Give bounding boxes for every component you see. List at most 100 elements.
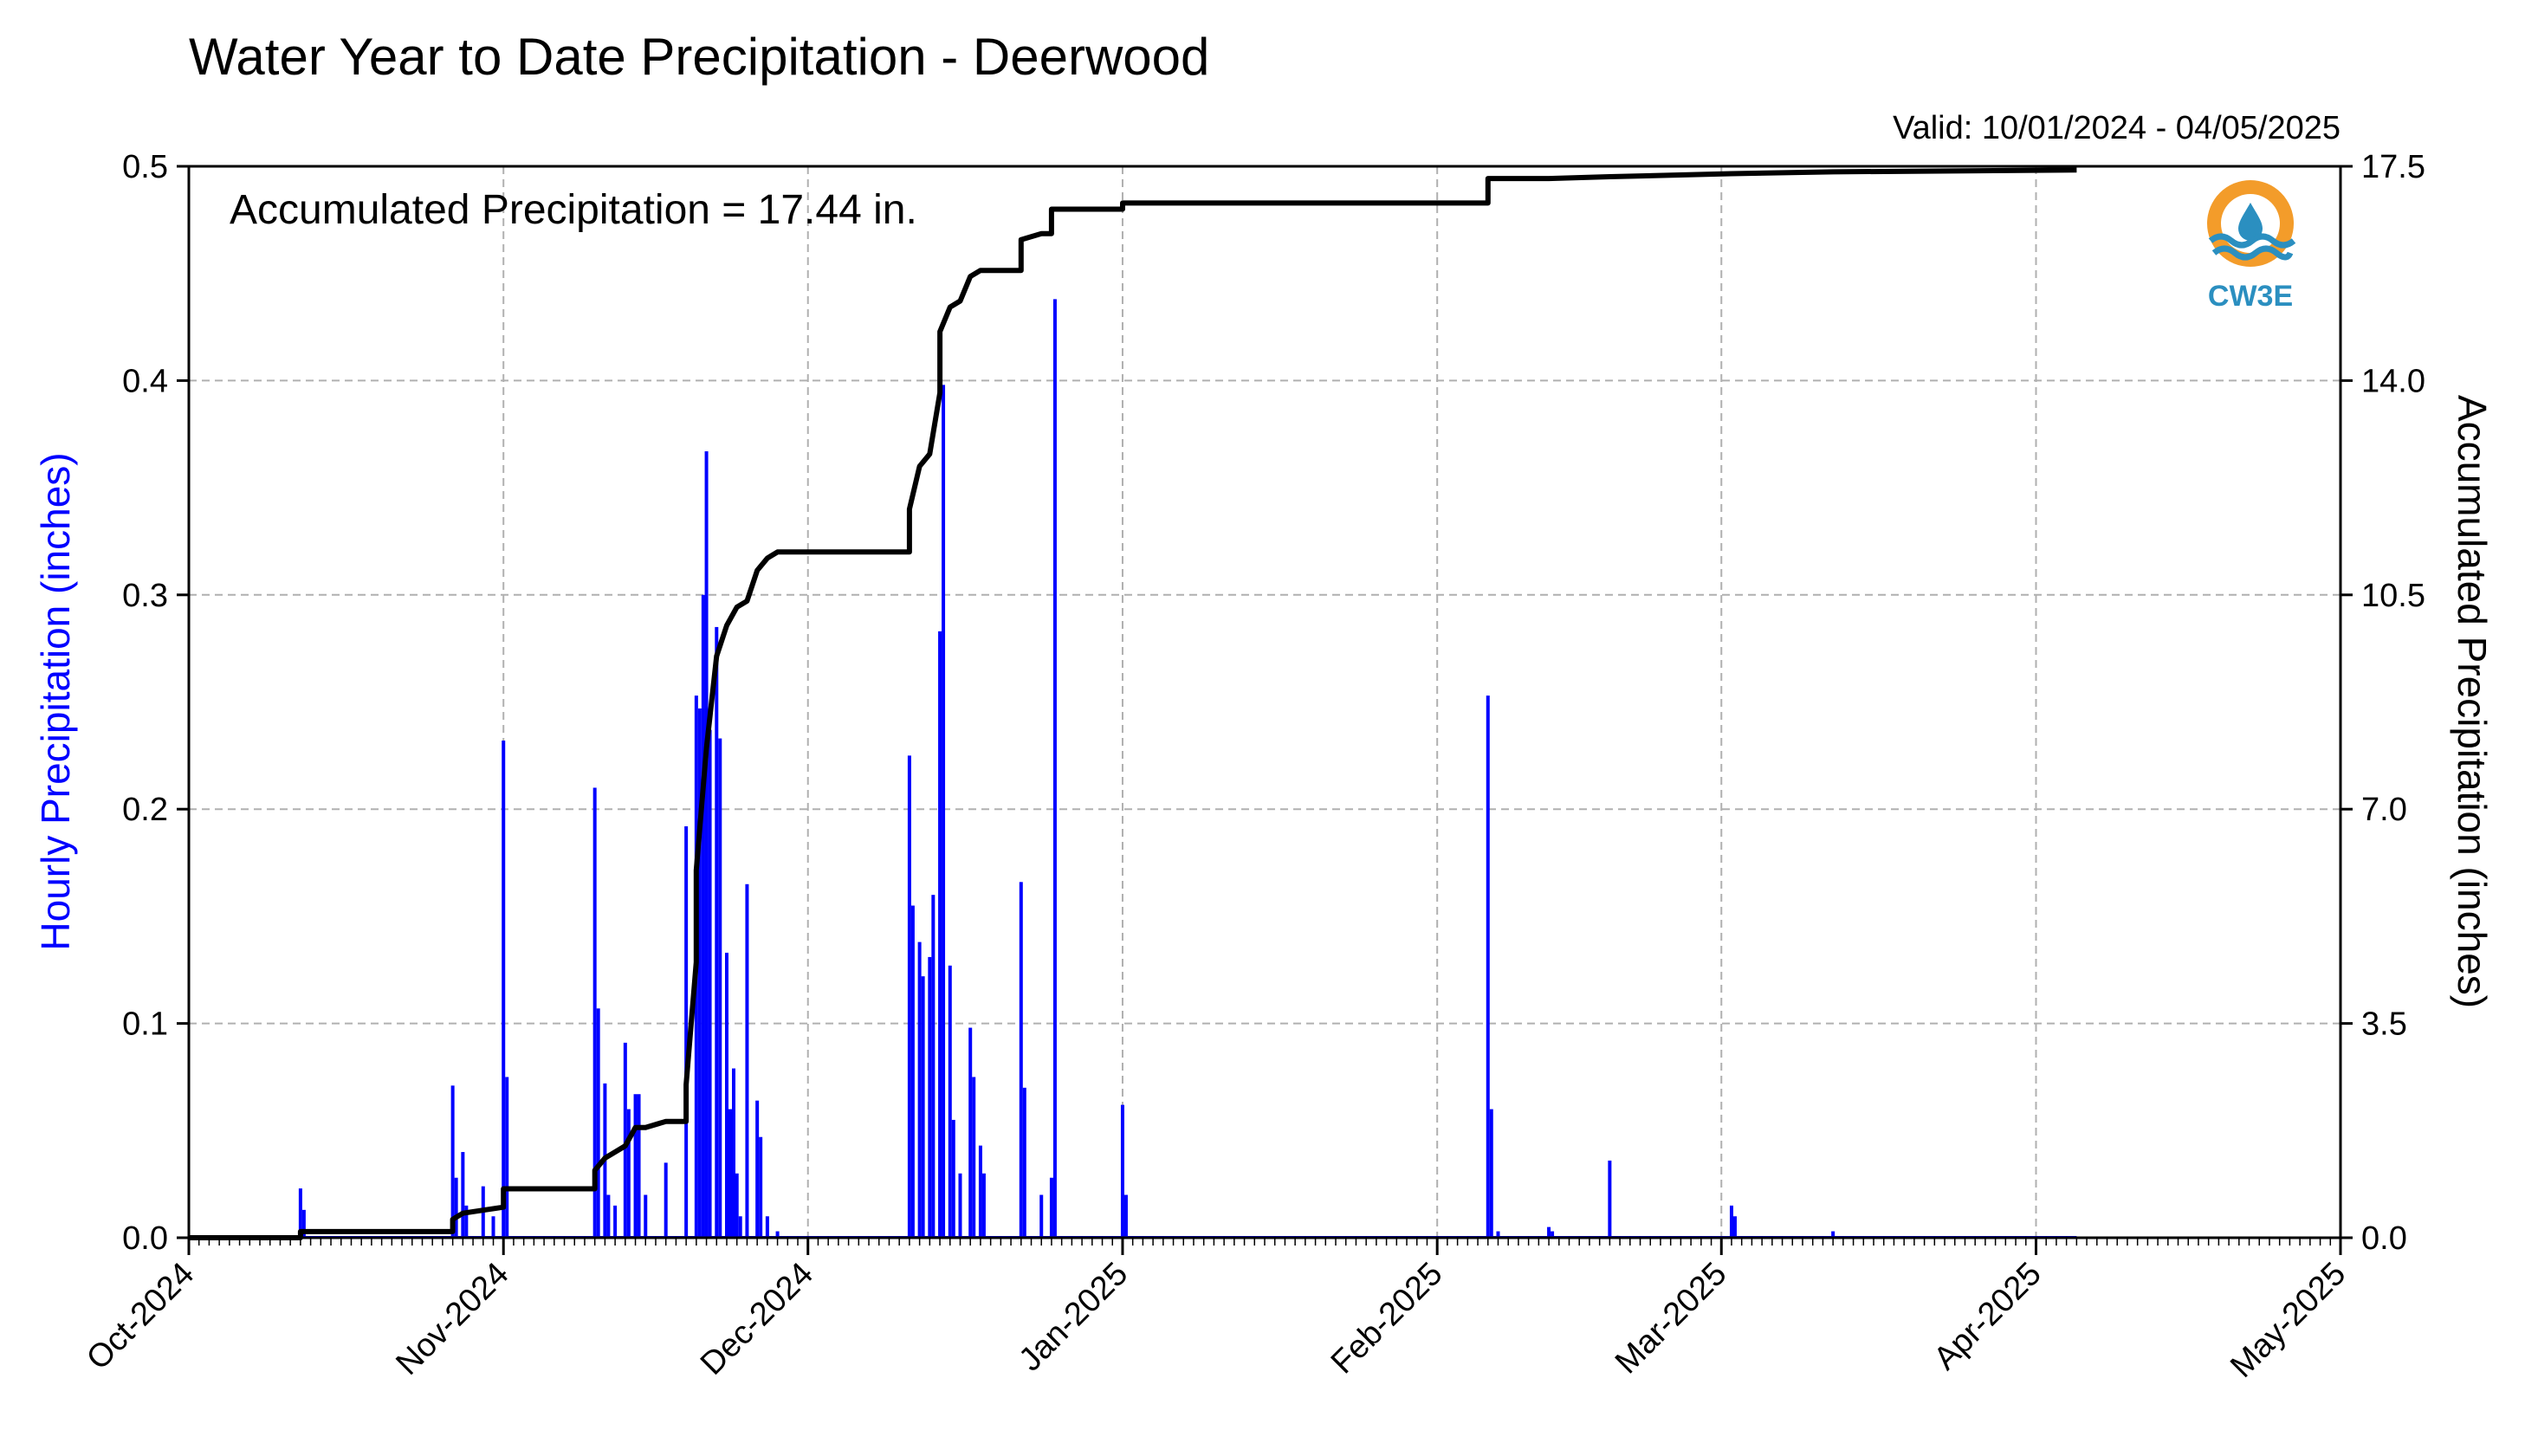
precip-bar: [1831, 1231, 1835, 1238]
logo-drop-icon: [2238, 203, 2263, 241]
precip-bar: [1608, 1160, 1612, 1238]
cw3e-logo: CW3E: [2207, 180, 2296, 313]
precip-bar: [298, 1188, 302, 1238]
precip-bar: [592, 787, 597, 1238]
y-tick-label-left: 0.5: [122, 149, 168, 185]
accumulated-precip-line: [189, 167, 2077, 1240]
precip-bar: [948, 965, 952, 1238]
precip-bar: [735, 1173, 739, 1238]
y-tick-label-right: 3.5: [2361, 1006, 2407, 1043]
y-axis-right-label: Accumulated Precipitation (inches): [2450, 395, 2495, 1008]
y-axis-left: 0.0 0.1 0.2 0.3 0.4 0.5: [122, 149, 189, 1257]
precip-bar: [715, 626, 719, 1238]
y-tick-label-right: 7.0: [2361, 792, 2407, 828]
precip-bar: [1120, 1104, 1124, 1238]
precip-bar: [633, 1094, 638, 1238]
precip-bar: [1049, 1177, 1053, 1238]
precip-bar: [450, 1085, 455, 1238]
precip-bar: [718, 738, 722, 1238]
grid-lines: [189, 166, 2340, 1238]
chart-title: Water Year to Date Precipitation - Deerw…: [189, 28, 1209, 86]
precip-bar: [704, 451, 709, 1238]
precip-bar: [626, 1109, 631, 1238]
precip-bar: [958, 1173, 962, 1238]
x-axis: Oct-2024 Nov-2024 Dec-2024 Jan-2025 Feb-2025…: [80, 1238, 2353, 1385]
precip-bar: [1547, 1226, 1551, 1238]
precip-bar: [978, 1145, 982, 1238]
precip-bar: [942, 385, 946, 1238]
precip-bar: [938, 631, 942, 1238]
precip-bar: [664, 1162, 668, 1238]
x-tick-label: Jan-2025: [1013, 1256, 1136, 1379]
precip-bar: [1489, 1109, 1493, 1238]
precip-bar: [759, 1136, 763, 1238]
precip-bar: [745, 883, 749, 1238]
x-tick-label: Apr-2025: [1927, 1256, 2049, 1377]
precip-bar: [728, 1109, 732, 1238]
x-tick-label: Mar-2025: [1609, 1256, 1734, 1382]
y-tick-label-left: 0.0: [122, 1220, 168, 1257]
logo-wave-icon: [2208, 233, 2296, 249]
precip-bar: [1019, 882, 1023, 1238]
hourly-precip-bars: [189, 299, 2077, 1239]
y-tick-label-right: 0.0: [2361, 1220, 2407, 1257]
precip-bar: [981, 1173, 986, 1238]
x-tick-label: Oct-2024: [80, 1256, 201, 1377]
x-tick-label: May-2025: [2224, 1256, 2353, 1385]
precip-bar: [1496, 1231, 1500, 1238]
precip-bar: [613, 1205, 618, 1238]
chart-subtitle: Valid: 10/01/2024 - 04/05/2025: [1893, 110, 2340, 146]
precip-bar: [1732, 1216, 1737, 1238]
precip-bar: [951, 1119, 955, 1238]
precip-bar: [921, 976, 925, 1238]
precip-bar: [738, 1216, 742, 1238]
y-tick-label-right: 14.0: [2361, 363, 2425, 399]
precip-bar: [1551, 1231, 1555, 1238]
precip-bar: [931, 895, 936, 1238]
x-tick-label: Feb-2025: [1324, 1256, 1450, 1382]
precip-bar: [1486, 696, 1490, 1238]
precip-bar: [596, 1008, 600, 1238]
precip-bar: [732, 1068, 735, 1238]
precip-bar: [1052, 299, 1057, 1239]
precip-bar: [502, 741, 506, 1238]
y-axis-left-label: Hourly Precipitation (inches): [33, 452, 78, 950]
precip-bar: [505, 1077, 509, 1238]
precip-bar: [1022, 1087, 1026, 1238]
logo-text: CW3E: [2208, 280, 2293, 313]
precip-bar: [301, 1209, 306, 1238]
y-tick-label-left: 0.2: [122, 792, 168, 828]
y-tick-label-right: 10.5: [2361, 578, 2425, 614]
precip-bar: [755, 1100, 760, 1238]
precip-bar: [928, 956, 932, 1238]
precip-bar: [606, 1194, 611, 1238]
precip-bar: [454, 1177, 458, 1238]
accumulated-annotation: Accumulated Precipitation = 17.44 in.: [230, 187, 917, 233]
precip-bar: [697, 708, 702, 1238]
accumulated-line-path: [189, 167, 2077, 1240]
precip-bar: [684, 825, 689, 1238]
x-tick-label: Nov-2024: [389, 1256, 515, 1382]
precip-bar: [765, 1216, 769, 1238]
precip-bar: [637, 1094, 641, 1238]
precip-bar: [968, 1027, 973, 1238]
y-tick-label-right: 17.5: [2361, 149, 2425, 185]
y-tick-label-left: 0.3: [122, 578, 168, 614]
precip-bar: [917, 942, 922, 1238]
y-axis-right: 0.0 3.5 7.0 10.5 14.0 17.5: [2340, 149, 2425, 1257]
precip-bar: [725, 952, 728, 1238]
x-tick-label: Dec-2024: [694, 1256, 820, 1382]
precip-bar: [708, 729, 712, 1238]
precip-bar: [1729, 1205, 1733, 1238]
y-tick-label-left: 0.4: [122, 363, 168, 399]
precip-bar: [910, 905, 915, 1238]
precip-bar: [972, 1077, 976, 1238]
precip-bar: [491, 1216, 495, 1238]
y-tick-label-left: 0.1: [122, 1006, 168, 1043]
precip-bar: [644, 1194, 648, 1238]
precip-bar: [461, 1152, 465, 1238]
precip-bar: [907, 755, 911, 1238]
plot-frame: [187, 165, 2342, 1239]
logo-wave-icon-2: [2211, 245, 2294, 261]
